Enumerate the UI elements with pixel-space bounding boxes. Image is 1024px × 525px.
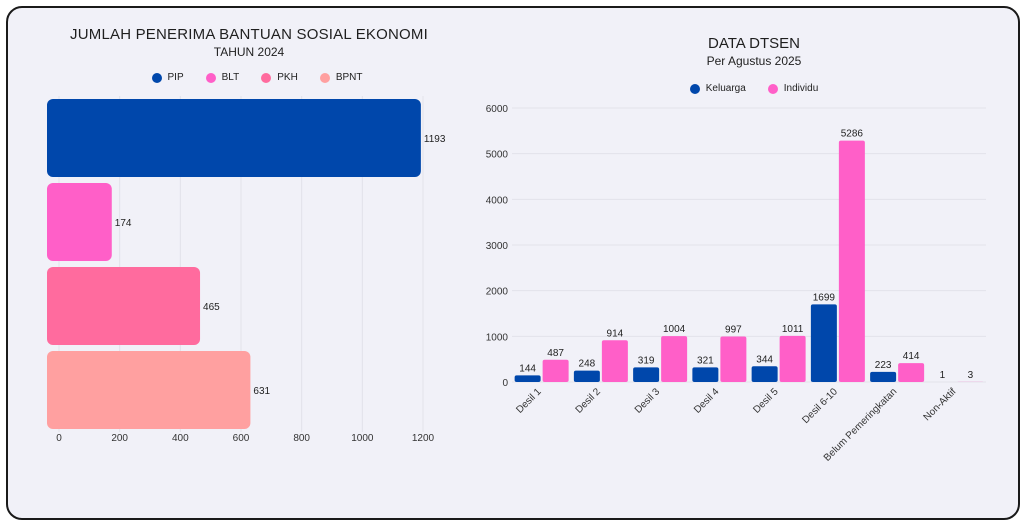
- y-tick-label: 4000: [486, 195, 509, 206]
- bar-individu: [838, 140, 865, 382]
- x-tick-label: 200: [111, 433, 128, 444]
- legend-label: PKH: [277, 72, 298, 83]
- bar-value-label: 1699: [813, 292, 836, 303]
- legend-swatch: [319, 72, 330, 83]
- dtsen-bar-chart: 0 1000 2000 3000 4000 5000 6000 144 487 Desil 1 24…: [486, 104, 986, 464]
- y-tick-label: 1000: [486, 332, 509, 343]
- x-tick-label: 800: [293, 433, 310, 444]
- x-tick-label: 400: [172, 433, 189, 444]
- bar-keluarga: [573, 370, 600, 382]
- bar-keluarga: [810, 304, 837, 382]
- bar-keluarga: [692, 367, 719, 382]
- dtsen-chart-subtitle: Per Agustus 2025: [706, 54, 802, 68]
- dashboard-frame: JUMLAH PENERIMA BANTUAN SOSIAL EKONOMI T…: [6, 6, 1020, 520]
- bansos-chart-title: JUMLAH PENERIMA BANTUAN SOSIAL EKONOMI: [70, 26, 428, 43]
- bar-blt: [47, 183, 112, 261]
- x-tick-label: Non-Aktif: [922, 386, 959, 423]
- y-tick-label: 5000: [486, 150, 509, 161]
- x-tick-label: 600: [233, 433, 250, 444]
- x-tick-label: Desil 6-10: [800, 386, 840, 426]
- bar-value-label: 174: [115, 218, 132, 229]
- legend-swatch: [689, 83, 700, 94]
- legend-label: Individu: [783, 83, 819, 94]
- bar-individu: [661, 336, 688, 382]
- bar-keluarga: [514, 375, 541, 382]
- bansos-bar-chart: 0 200 400 600 800 1000 1200 1193 174 465 631: [47, 96, 446, 444]
- bar-value-label: 344: [756, 354, 773, 365]
- x-tick-label: 1200: [412, 433, 435, 444]
- bar-individu: [542, 359, 569, 382]
- bar-value-label: 414: [903, 351, 920, 362]
- x-tick-label: Desil 4: [692, 386, 722, 416]
- bar-keluarga: [870, 371, 897, 382]
- bar-pip: [47, 99, 421, 177]
- bar-value-label: 144: [519, 363, 536, 374]
- bansos-chart-subtitle: TAHUN 2024: [213, 45, 285, 59]
- legend-label: Keluarga: [705, 83, 746, 94]
- bar-value-label: 465: [203, 302, 220, 313]
- bar-value-label: 248: [579, 359, 596, 370]
- bar-pkh: [47, 267, 201, 345]
- bar-individu: [898, 363, 925, 382]
- bar-bpnt: [47, 351, 251, 429]
- bar-value-label: 1193: [424, 134, 446, 145]
- bansos-chart-panel: JUMLAH PENERIMA BANTUAN SOSIAL EKONOMI T…: [8, 8, 470, 518]
- bar-value-label: 1011: [782, 324, 804, 335]
- y-tick-label: 0: [502, 378, 508, 389]
- legend-item-bpnt[interactable]: BPNT: [319, 72, 363, 83]
- bar-value-label: 223: [875, 360, 892, 371]
- legend-swatch: [261, 72, 272, 83]
- x-tick-label: Desil 2: [574, 386, 604, 416]
- legend-item-pip[interactable]: PIP: [151, 72, 184, 83]
- dtsen-legend: Keluarga Individu: [480, 83, 1018, 94]
- legend-item-individu[interactable]: Individu: [767, 83, 819, 94]
- y-tick-label: 6000: [486, 104, 509, 115]
- legend-swatch: [151, 72, 162, 83]
- bar-value-label: 321: [697, 355, 714, 366]
- legend-item-keluarga[interactable]: Keluarga: [689, 83, 746, 94]
- legend-item-blt[interactable]: BLT: [205, 72, 240, 83]
- x-tick-label: 0: [56, 433, 62, 444]
- bar-value-label: 1: [940, 370, 946, 381]
- bar-value-label: 487: [547, 348, 564, 359]
- bar-value-label: 914: [607, 328, 624, 339]
- bar-value-label: 1004: [663, 324, 686, 335]
- bar-value-label: 319: [638, 355, 655, 366]
- y-tick-label: 3000: [486, 241, 509, 252]
- bar-keluarga: [633, 367, 660, 382]
- dtsen-chart-panel: DATA DTSEN Per Agustus 2025 Keluarga Ind…: [470, 8, 1018, 518]
- bansos-legend: PIP BLT PKH BPNT: [26, 72, 488, 83]
- bar-value-label: 5286: [841, 129, 864, 140]
- bar-individu: [601, 340, 628, 382]
- bar-value-label: 3: [968, 370, 974, 381]
- bar-individu: [779, 335, 806, 382]
- dtsen-chart-title: DATA DTSEN: [708, 35, 800, 52]
- legend-swatch: [205, 72, 216, 83]
- x-tick-label: Desil 1: [514, 386, 544, 416]
- x-tick-label: 1000: [351, 433, 374, 444]
- legend-label: BLT: [221, 72, 240, 83]
- legend-swatch: [767, 83, 778, 94]
- x-tick-label: Desil 5: [751, 386, 781, 416]
- y-tick-label: 2000: [486, 287, 509, 298]
- bar-value-label: 631: [253, 386, 270, 397]
- bar-keluarga: [751, 366, 778, 382]
- bar-value-label: 997: [725, 324, 742, 335]
- x-tick-label: Desil 3: [633, 386, 663, 416]
- legend-item-pkh[interactable]: PKH: [261, 72, 298, 83]
- legend-label: PIP: [167, 72, 184, 83]
- bar-individu: [720, 336, 747, 382]
- legend-label: BPNT: [335, 72, 363, 83]
